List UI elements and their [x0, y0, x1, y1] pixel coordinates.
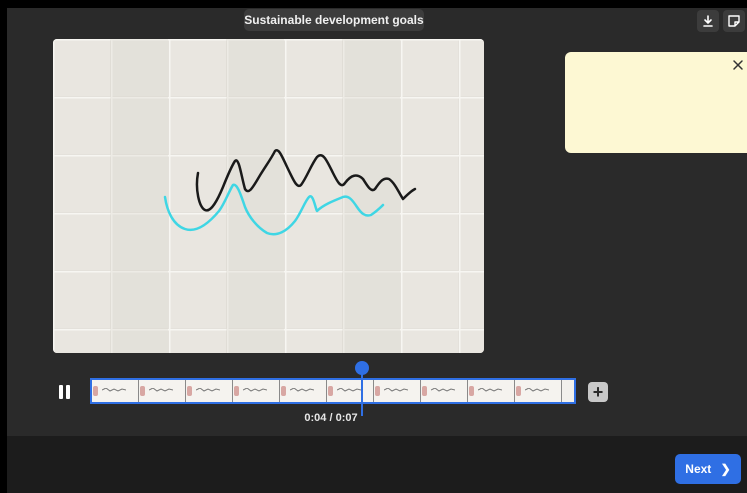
timeline-frame [139, 380, 186, 402]
page-title: Sustainable development goals [244, 9, 424, 31]
timeline-frame [280, 380, 327, 402]
add-clip-button[interactable]: + [588, 382, 608, 402]
playhead-line [361, 370, 363, 416]
timeline-frame [515, 380, 562, 402]
timeline-filmstrip[interactable] [90, 378, 576, 404]
download-button[interactable] [697, 10, 719, 32]
video-canvas[interactable] [53, 39, 484, 353]
black-ink-stroke [195, 148, 417, 212]
timeline-frame [374, 380, 421, 402]
sticky-note-icon [728, 15, 740, 27]
next-label: Next [685, 462, 712, 476]
whiteboard-frame [53, 39, 484, 353]
timeline-frame [468, 380, 515, 402]
playhead-handle[interactable] [355, 361, 369, 375]
time-display: 0:04 / 0:07 [304, 412, 358, 424]
sticky-note[interactable] [565, 52, 747, 153]
next-button[interactable]: Next ❯ [675, 454, 741, 484]
cyan-ink-stroke [163, 183, 385, 236]
pause-button[interactable] [57, 384, 73, 400]
plus-icon: + [592, 382, 604, 402]
sticky-note-button[interactable] [723, 10, 745, 32]
footer-bar: Next ❯ [7, 436, 747, 493]
timeline-frame [186, 380, 233, 402]
close-icon[interactable] [731, 58, 745, 72]
playback-controls: + 0:04 / 0:07 [7, 361, 747, 438]
timeline-frame [421, 380, 468, 402]
download-icon [703, 15, 713, 27]
timeline-frame [92, 380, 139, 402]
pause-icon [59, 385, 63, 399]
app-window: Sustainable development goals [7, 8, 747, 493]
timeline-frame [233, 380, 280, 402]
chevron-right-icon: ❯ [720, 462, 731, 476]
timeline-frame [327, 380, 374, 402]
